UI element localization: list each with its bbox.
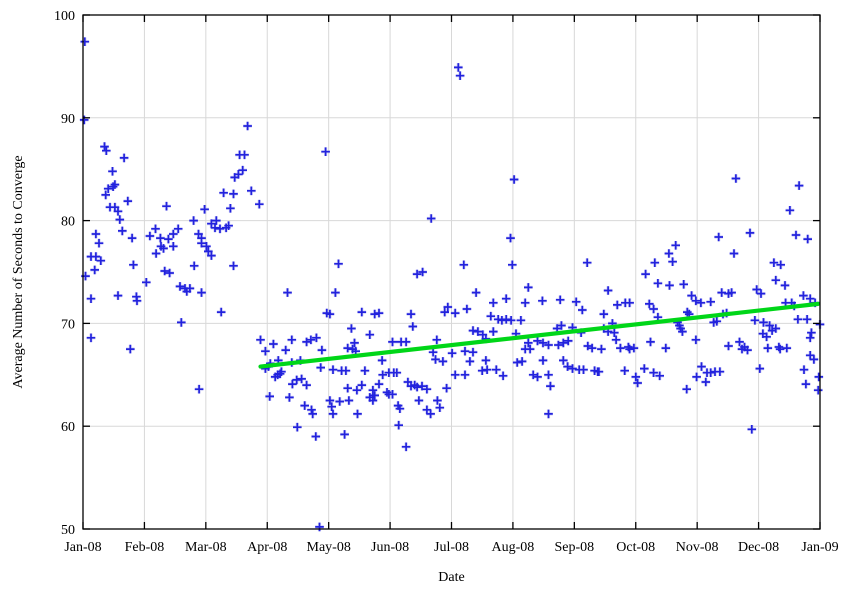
axis-ticks (82, 14, 821, 530)
x-tick-label: Jun-08 (371, 540, 409, 555)
y-tick-labels: 50 60 70 80 90 100 (54, 9, 75, 538)
x-tick-label: Oct-08 (616, 540, 655, 555)
trend-line (258, 301, 821, 369)
x-tick-label: May-08 (307, 540, 351, 555)
x-tick-label: Jan-08 (64, 540, 101, 555)
x-tick-label: Nov-08 (676, 540, 719, 555)
scatter-points-halo (79, 37, 825, 532)
x-tick-label: Apr-08 (247, 540, 287, 555)
x-tick-label: Mar-08 (185, 540, 227, 555)
gridlines (83, 15, 820, 529)
x-tick-label: Dec-08 (738, 540, 779, 555)
x-tick-label: Jan-09 (801, 540, 838, 555)
x-axis-title: Date (438, 570, 464, 585)
y-tick-label: 100 (54, 9, 75, 24)
scatter-points (79, 37, 825, 532)
y-tick-label: 70 (61, 317, 75, 332)
y-tick-label: 80 (61, 215, 75, 230)
x-tick-labels: Jan-08 Feb-08 Mar-08 Apr-08 May-08 Jun-08 Jul-… (64, 540, 838, 555)
x-tick-label: Jul-08 (434, 540, 469, 555)
x-tick-label: Sep-08 (554, 540, 594, 555)
y-tick-label: 50 (61, 523, 75, 538)
y-axis-title: Average Number of Seconds to Converge (11, 155, 26, 388)
y-tick-label: 60 (61, 420, 75, 435)
y-tick-label: 90 (61, 112, 75, 127)
x-tick-label: Feb-08 (125, 540, 165, 555)
x-tick-label: Aug-08 (492, 540, 535, 555)
scatter-points-core (79, 37, 825, 532)
